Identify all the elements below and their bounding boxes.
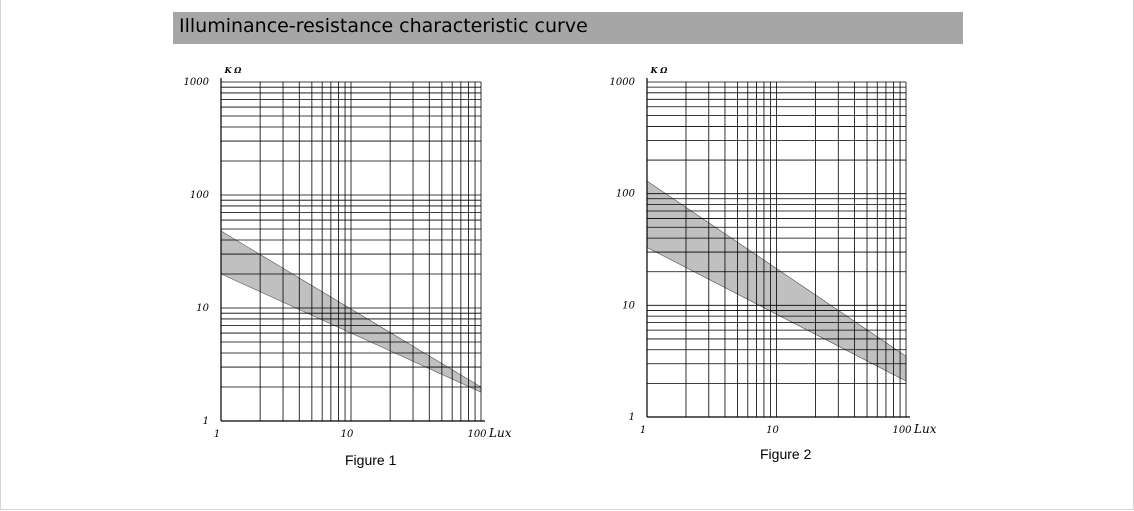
chart-2-y-tick-label: 100 [616, 189, 636, 200]
chart-2-x-axis-label: Lux [913, 422, 937, 436]
chart-figure-2: 1 10 100 1000 1 10 100 K Ω Lux [610, 65, 937, 436]
chart-1-x-tick-label: 100 [467, 429, 487, 440]
chart-2-y-axis-label: K Ω [650, 65, 669, 75]
chart-2-x-tick-label: 1 [640, 425, 646, 436]
chart-1-y-tick-label: 100 [190, 190, 210, 201]
chart-1-x-axis-label: Lux [488, 426, 512, 440]
figure-1-caption: Figure 1 [345, 452, 397, 468]
chart-1-y-axis-label: K Ω [224, 65, 243, 75]
chart-figure-1: 1 10 100 1000 1 10 100 K Ω Lux [184, 65, 512, 440]
chart-2-y-tick-label: 10 [622, 300, 635, 311]
chart-2-y-tick-label: 1 [629, 412, 635, 423]
chart-2-x-tick-label: 10 [766, 425, 779, 436]
chart-1-x-tick-label: 1 [214, 429, 220, 440]
chart-1-x-tick-label: 10 [341, 429, 354, 440]
section-title: Illuminance-resistance characteristic cu… [179, 15, 588, 37]
figure-2-caption: Figure 2 [760, 446, 812, 462]
chart-1-y-tick-label: 10 [196, 303, 209, 314]
chart-1-y-tick-label: 1 [203, 416, 209, 427]
section-header: Illuminance-resistance characteristic cu… [173, 12, 963, 44]
chart-1-y-tick-label: 1000 [184, 77, 210, 88]
chart-2-x-tick-label: 100 [892, 425, 912, 436]
chart-2-y-tick-label: 1000 [610, 77, 636, 88]
